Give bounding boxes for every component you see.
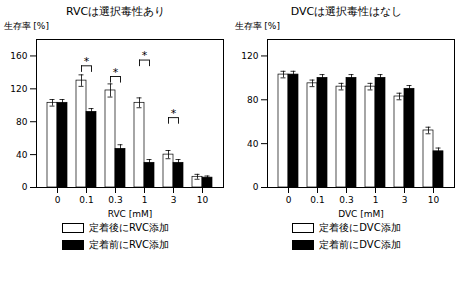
html-text:定着前にDVC添加: 定着前にDVC添加 (319, 239, 401, 250)
svg-text:*: * (142, 49, 148, 62)
svg-text:3: 3 (171, 195, 177, 205)
svg-text:120: 120 (10, 84, 27, 94)
svg-text:80: 80 (16, 117, 28, 127)
svg-text:DVC [mM]: DVC [mM] (338, 209, 384, 219)
svg-text:0.3: 0.3 (339, 195, 353, 205)
svg-text:3: 3 (402, 195, 408, 205)
svg-text:0.3: 0.3 (108, 195, 122, 205)
svg-text:0.1: 0.1 (79, 195, 93, 205)
svg-text:*: * (84, 55, 90, 68)
svg-text:0.1: 0.1 (310, 195, 324, 205)
svg-text:0: 0 (253, 182, 259, 192)
svg-text:*: * (113, 66, 119, 79)
html-text:定着後にRVC添加: 定着後にRVC添加 (88, 222, 170, 233)
svg-text:1: 1 (373, 195, 379, 205)
svg-text:生存率 [%]: 生存率 [%] (4, 21, 49, 31)
svg-text:40: 40 (247, 139, 259, 149)
svg-text:1: 1 (142, 195, 148, 205)
html-text:DVCは選択毒性はなし: DVCは選択毒性はなし (290, 5, 403, 18)
html-text:RVCは選択毒性あり: RVCは選択毒性あり (65, 5, 166, 18)
svg-text:RVC [mM]: RVC [mM] (108, 209, 153, 219)
svg-text:10: 10 (197, 195, 209, 205)
svg-text:120: 120 (241, 51, 258, 61)
svg-text:10: 10 (428, 195, 440, 205)
svg-text:生存率 [%]: 生存率 [%] (235, 21, 280, 31)
html-text:定着前にRVC添加: 定着前にRVC添加 (88, 239, 170, 250)
svg-text:*: * (171, 107, 177, 120)
svg-text:80: 80 (247, 95, 259, 105)
svg-text:0: 0 (55, 195, 61, 205)
svg-text:0: 0 (22, 182, 28, 192)
svg-text:40: 40 (16, 149, 28, 159)
svg-text:160: 160 (10, 51, 27, 61)
html-text:定着後にDVC添加: 定着後にDVC添加 (319, 222, 401, 233)
svg-text:0: 0 (286, 195, 292, 205)
